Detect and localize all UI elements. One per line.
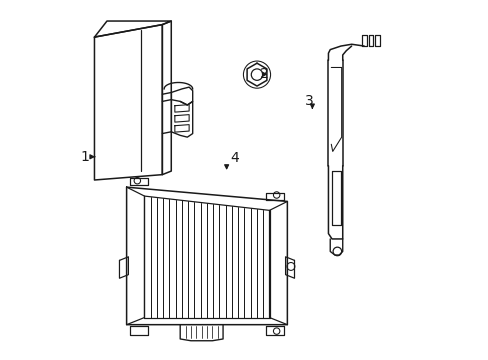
Text: 1: 1 — [80, 150, 89, 164]
Text: 2: 2 — [260, 67, 269, 81]
Text: 3: 3 — [305, 94, 313, 108]
Text: 4: 4 — [230, 151, 238, 165]
